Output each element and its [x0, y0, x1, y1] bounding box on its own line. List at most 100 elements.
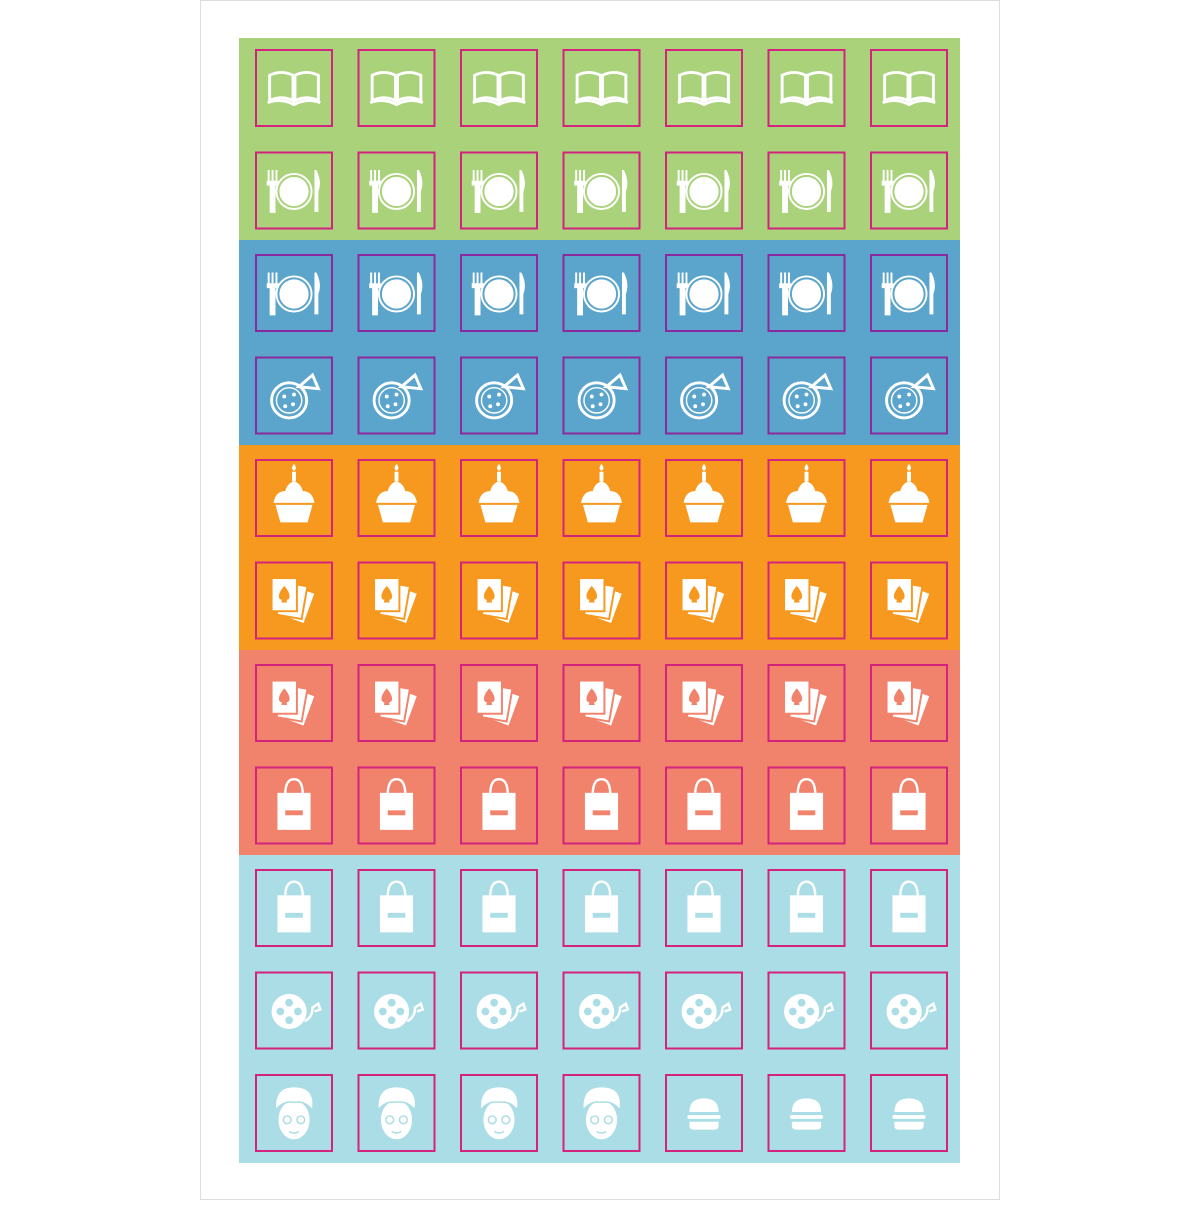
sticker: [357, 356, 436, 435]
sticker: [562, 254, 641, 332]
sticker: [460, 459, 538, 537]
sticker: [460, 971, 538, 1050]
sticker-border: [562, 151, 641, 230]
sticker-border: [562, 356, 641, 435]
sticker-border: [767, 664, 846, 742]
sticker-border: [665, 356, 743, 435]
color-band: [239, 240, 960, 445]
sticker: [562, 1074, 641, 1152]
sticker: [767, 356, 846, 435]
sticker: [870, 561, 948, 640]
sticker-border: [870, 254, 948, 332]
sticker-grid: [255, 49, 948, 1152]
sticker: [665, 766, 743, 845]
sticker-border: [870, 766, 948, 845]
sticker-border: [665, 664, 743, 742]
sticker-border: [870, 459, 948, 537]
sticker-border: [357, 971, 436, 1050]
sticker-border: [870, 151, 948, 230]
sticker: [255, 869, 333, 947]
sticker: [255, 664, 333, 742]
sticker-border: [767, 151, 846, 230]
sticker-border: [870, 869, 948, 947]
sticker: [870, 971, 948, 1050]
sticker: [562, 151, 641, 230]
sticker: [255, 561, 333, 640]
sticker-border: [562, 766, 641, 845]
sticker: [767, 664, 846, 742]
sticker: [767, 971, 846, 1050]
sticker-border: [357, 356, 436, 435]
sticker-border: [357, 151, 436, 230]
sticker: [665, 869, 743, 947]
sticker-border: [665, 561, 743, 640]
sticker-border: [460, 766, 538, 845]
sticker: [460, 869, 538, 947]
sticker-border: [870, 664, 948, 742]
sticker-border: [767, 971, 846, 1050]
sticker: [870, 151, 948, 230]
sticker: [460, 49, 538, 127]
sticker-border: [460, 1074, 538, 1152]
sticker-border: [255, 151, 333, 230]
sticker: [665, 151, 743, 230]
sticker-border: [767, 254, 846, 332]
sticker: [562, 869, 641, 947]
sticker-border: [870, 356, 948, 435]
sticker-border: [255, 49, 333, 127]
sticker: [665, 1074, 743, 1152]
sticker-border: [870, 49, 948, 127]
sticker: [255, 971, 333, 1050]
sticker: [460, 254, 538, 332]
sticker-border: [255, 254, 333, 332]
sticker: [460, 356, 538, 435]
sticker: [460, 1074, 538, 1152]
sticker-border: [665, 1074, 743, 1152]
sticker-border: [665, 971, 743, 1050]
sticker-border: [255, 561, 333, 640]
sticker: [357, 664, 436, 742]
sticker-border: [357, 459, 436, 537]
sticker-border: [357, 1074, 436, 1152]
sticker-border: [460, 49, 538, 127]
sticker-border: [562, 49, 641, 127]
sticker: [255, 254, 333, 332]
sticker: [562, 971, 641, 1050]
sticker-border: [562, 1074, 641, 1152]
sticker: [665, 254, 743, 332]
sticker: [870, 459, 948, 537]
sticker-border: [767, 1074, 846, 1152]
sticker: [357, 971, 436, 1050]
sticker-border: [767, 356, 846, 435]
sticker-border: [357, 254, 436, 332]
sticker: [870, 664, 948, 742]
sticker: [665, 971, 743, 1050]
sticker: [665, 49, 743, 127]
sticker-border: [870, 1074, 948, 1152]
sticker-border: [767, 459, 846, 537]
sticker: [767, 49, 846, 127]
sticker-border: [562, 971, 641, 1050]
sticker: [767, 1074, 846, 1152]
sticker: [357, 766, 436, 845]
sticker: [255, 151, 333, 230]
sticker-border: [460, 869, 538, 947]
sticker-border: [255, 459, 333, 537]
sticker: [357, 49, 436, 127]
sticker-border: [665, 869, 743, 947]
sticker-border: [255, 664, 333, 742]
sticker: [562, 561, 641, 640]
sticker-border: [665, 459, 743, 537]
sticker: [870, 49, 948, 127]
sticker-border: [255, 869, 333, 947]
sticker-border: [870, 561, 948, 640]
sticker-border: [460, 254, 538, 332]
sticker-border: [255, 766, 333, 845]
sticker-border: [665, 254, 743, 332]
sticker: [255, 49, 333, 127]
sticker: [665, 459, 743, 537]
sticker-border: [460, 561, 538, 640]
sticker-border: [562, 869, 641, 947]
